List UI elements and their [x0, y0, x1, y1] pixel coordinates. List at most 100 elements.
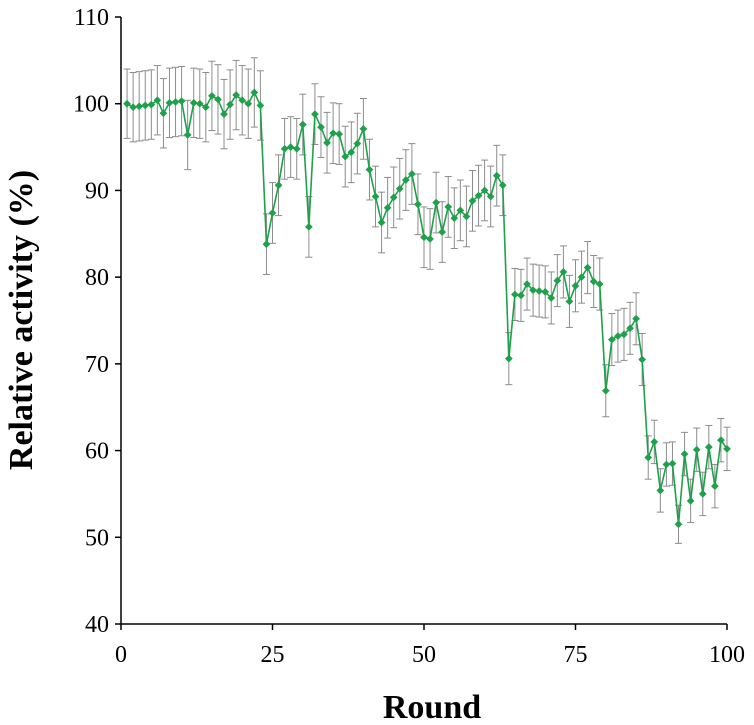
data-point — [626, 324, 634, 333]
y-tick-label: 100 — [73, 92, 109, 118]
data-point — [220, 110, 228, 119]
data-point — [674, 520, 683, 529]
data-point — [456, 206, 465, 215]
data-point — [613, 332, 622, 341]
data-point — [710, 482, 719, 491]
data-point — [504, 354, 513, 363]
data-point — [129, 103, 138, 112]
data-point — [565, 297, 574, 306]
data-point — [601, 386, 610, 395]
x-tick-label: 50 — [412, 642, 436, 668]
data-point — [207, 91, 216, 100]
data-point — [432, 198, 441, 207]
data-point — [341, 152, 350, 161]
data-point — [541, 287, 550, 296]
data-point — [335, 130, 344, 139]
data-point — [171, 98, 180, 106]
y-tick-label: 110 — [74, 5, 109, 31]
data-point — [517, 291, 525, 300]
data-point — [474, 191, 483, 200]
data-point — [347, 148, 356, 157]
data-point — [323, 138, 331, 147]
data-point — [244, 99, 253, 108]
data-point — [650, 437, 659, 446]
data-point — [656, 486, 665, 495]
data-point — [359, 124, 368, 133]
data-point — [559, 267, 568, 276]
data-point — [468, 196, 477, 205]
data-point — [141, 101, 150, 110]
data-point — [329, 129, 338, 138]
y-tick-label: 40 — [85, 612, 109, 638]
series-line-group — [126, 90, 728, 525]
data-point — [547, 294, 556, 302]
x-tick-label: 25 — [261, 642, 285, 668]
data-point — [413, 200, 422, 209]
data-point — [189, 98, 198, 107]
data-point — [644, 453, 653, 462]
data-point — [480, 186, 489, 195]
data-point — [383, 203, 392, 212]
y-tick-label: 60 — [85, 439, 109, 465]
y-axis-title: Relative activity (%) — [3, 170, 40, 470]
data-point — [268, 209, 277, 217]
data-point — [280, 144, 289, 153]
data-point — [529, 286, 538, 295]
data-point — [292, 144, 301, 153]
tick-labels: 40 50 60 70 80 90 100 110 0 25 50 75 100 — [73, 5, 745, 668]
data-point — [638, 355, 647, 364]
error-bars — [123, 57, 731, 544]
data-point — [686, 496, 695, 505]
data-point — [553, 276, 562, 285]
data-point — [147, 100, 156, 109]
data-point — [201, 103, 210, 112]
data-point — [680, 450, 689, 458]
data-point — [401, 176, 410, 184]
data-point — [256, 101, 265, 110]
data-point — [389, 193, 398, 202]
data-point — [426, 235, 435, 243]
data-point — [353, 139, 362, 148]
data-point — [607, 335, 616, 344]
data-point — [662, 460, 671, 469]
data-point — [407, 169, 416, 178]
y-tick-label: 80 — [85, 265, 109, 291]
series-line — [126, 90, 728, 525]
data-point — [692, 445, 701, 454]
data-point — [135, 102, 144, 111]
data-point — [159, 109, 168, 118]
data-point — [523, 280, 531, 289]
x-tick-label: 75 — [564, 642, 588, 668]
data-point — [632, 314, 641, 323]
data-point — [723, 444, 731, 453]
data-point — [310, 110, 319, 119]
data-point — [589, 277, 598, 286]
data-point — [462, 212, 471, 221]
data-point — [232, 91, 241, 99]
x-tick-label: 0 — [115, 642, 127, 668]
data-point — [583, 263, 592, 272]
data-point — [716, 436, 725, 445]
data-point — [250, 88, 259, 97]
y-tick-label: 50 — [85, 525, 109, 551]
data-point — [577, 273, 586, 282]
data-point — [274, 181, 283, 190]
data-point — [317, 123, 325, 132]
data-point — [595, 280, 604, 289]
data-point — [123, 99, 132, 108]
data-point — [371, 192, 380, 201]
data-point — [486, 192, 495, 201]
data-point — [704, 443, 713, 452]
data-point — [153, 96, 162, 105]
data-point — [498, 181, 507, 190]
data-point — [214, 95, 222, 104]
data-point — [535, 287, 544, 295]
data-markers — [123, 88, 731, 529]
data-point — [620, 330, 628, 339]
data-point — [420, 233, 428, 242]
data-point — [304, 222, 313, 231]
x-tick-label: 100 — [709, 642, 745, 668]
data-point — [183, 130, 192, 139]
data-point — [377, 218, 386, 227]
